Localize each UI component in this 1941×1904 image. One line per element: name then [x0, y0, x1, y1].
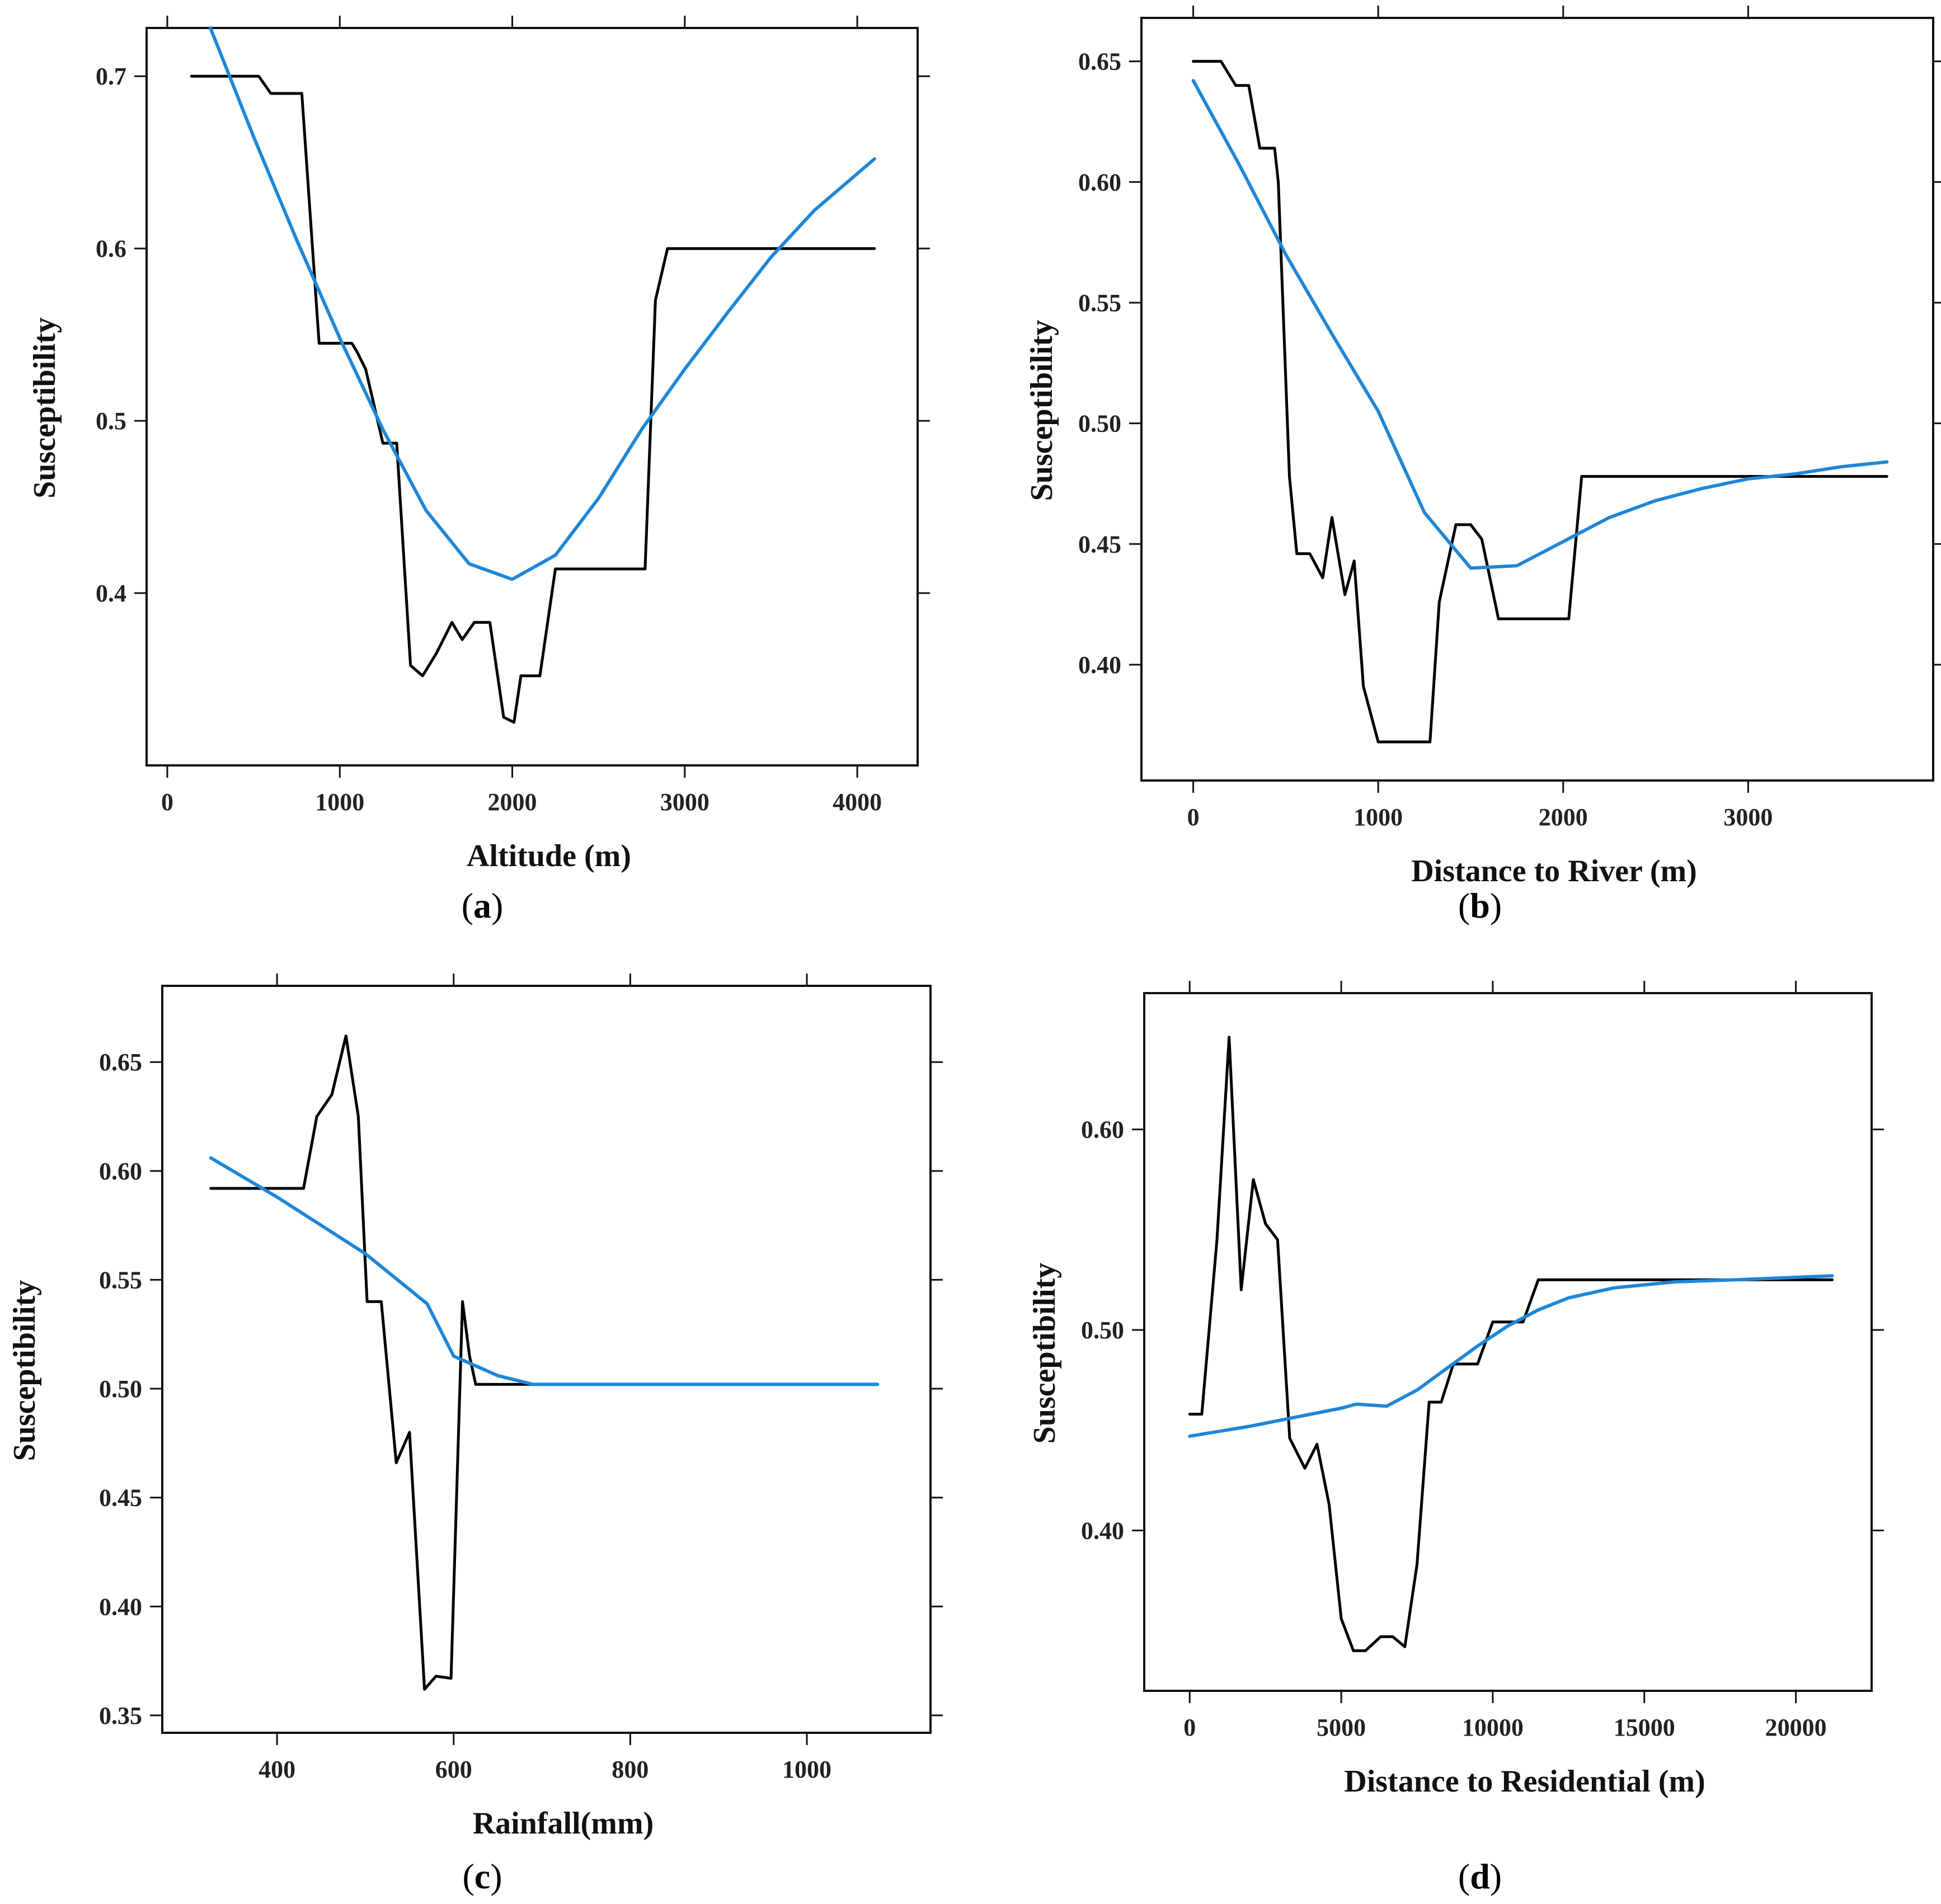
- y-tick-label: 0.60: [1081, 1116, 1124, 1144]
- y-axis-label: Susceptibility: [7, 1280, 42, 1461]
- y-tick-label: 0.4: [96, 580, 126, 607]
- x-tick-label: 1000: [315, 788, 364, 816]
- y-axis-label: Susceptibility: [27, 317, 62, 499]
- y-tick-label: 0.40: [1081, 1517, 1124, 1544]
- x-tick-label: 2000: [1539, 803, 1588, 831]
- y-tick-label: 0.65: [1078, 48, 1121, 76]
- panel-letter: d: [1470, 1856, 1490, 1896]
- x-tick-label: 15000: [1614, 1714, 1675, 1741]
- plot-frame: [1143, 992, 1873, 1692]
- tick-group: 0 5000 10000 15000 20000 0.40 0.50 0.60: [1081, 981, 1884, 1741]
- panel-caption: (c): [462, 1856, 502, 1896]
- y-tick-label: 0.50: [1078, 410, 1121, 438]
- x-tick-label: 1000: [782, 1756, 831, 1783]
- x-tick-label: 3000: [1723, 803, 1773, 831]
- series-line-raw: [190, 74, 876, 724]
- panel-letter: b: [1470, 886, 1490, 925]
- panel-caption: (b): [1458, 886, 1502, 925]
- x-tick-label: 0: [1187, 803, 1200, 831]
- x-axis-label: Altitude (m): [467, 839, 631, 873]
- tick-group: 0 1000 2000 3000 0.40 0.45 0.50 0.55 0.60 0.65: [1078, 6, 1941, 831]
- series-line-smooth: [209, 1156, 880, 1386]
- x-tick-label: 10000: [1462, 1714, 1524, 1741]
- y-tick-label: 0.55: [1078, 289, 1121, 317]
- x-axis-label: Distance to Residential (m): [1344, 1764, 1705, 1799]
- y-tick-label: 0.45: [99, 1484, 142, 1512]
- y-tick-label: 0.60: [1078, 168, 1121, 196]
- panel-letter: a: [473, 886, 491, 925]
- x-tick-label: 600: [435, 1756, 472, 1783]
- x-tick-label: 4000: [833, 788, 882, 816]
- series-line-smooth: [209, 26, 876, 581]
- panel-d: 0 5000 10000 15000 20000 0.40 0.50 0.60 Distanc…: [1027, 981, 1884, 1896]
- y-tick-label: 0.40: [99, 1593, 142, 1620]
- panel-c: 400 600 800 1000 0.35 0.40 0.45 0.50 0.55 0.60 0.6…: [7, 974, 943, 1896]
- series-group: [209, 1035, 880, 1691]
- tick-group: 400 600 800 1000 0.35 0.40 0.45 0.50 0.55 0.60 0.6…: [99, 974, 943, 1783]
- plot-frame: [145, 27, 919, 767]
- x-tick-label: 3000: [660, 788, 709, 816]
- x-tick-label: 0: [1183, 1714, 1196, 1741]
- series-group: [1188, 1036, 1834, 1652]
- y-tick-label: 0.55: [99, 1266, 142, 1294]
- series-line-raw: [1192, 60, 1888, 744]
- series-line-smooth: [1188, 1274, 1834, 1438]
- y-tick-label: 0.6: [96, 235, 126, 262]
- y-tick-label: 0.50: [99, 1375, 142, 1403]
- panel-letter: c: [474, 1856, 490, 1896]
- y-tick-label: 0.40: [1078, 651, 1121, 679]
- x-tick-label: 5000: [1317, 1714, 1366, 1741]
- y-tick-label: 0.65: [99, 1049, 142, 1076]
- y-tick-label: 0.45: [1078, 530, 1121, 558]
- panel-caption: (a): [462, 886, 504, 925]
- plot-frame: [1140, 17, 1934, 782]
- y-tick-label: 0.60: [99, 1158, 142, 1185]
- y-tick-label: 0.35: [99, 1702, 142, 1729]
- series-line-smooth: [1191, 79, 1889, 570]
- x-tick-label: 800: [612, 1756, 648, 1783]
- panel-a: 0 1000 2000 3000 4000 0.4 0.5 0.6 0.7 Altitude (…: [27, 16, 930, 925]
- y-axis-label: Susceptibility: [1024, 320, 1059, 501]
- tick-group: 0 1000 2000 3000 4000 0.4 0.5 0.6 0.7: [96, 16, 930, 816]
- series-group: [1191, 60, 1889, 744]
- x-tick-label: 1000: [1353, 803, 1403, 831]
- y-axis-label: Susceptibility: [1027, 1263, 1062, 1444]
- x-tick-label: 20000: [1765, 1714, 1827, 1741]
- y-tick-label: 0.7: [96, 63, 126, 90]
- panel-caption: (d): [1458, 1856, 1502, 1896]
- panel-b: 0 1000 2000 3000 0.40 0.45 0.50 0.55 0.60 0.65 Di…: [1024, 6, 1941, 925]
- x-axis-label: Distance to River (m): [1411, 854, 1697, 888]
- x-tick-label: 2000: [488, 788, 537, 816]
- series-group: [190, 26, 876, 724]
- plot-frame: [161, 985, 932, 1734]
- x-axis-label: Rainfall(mm): [473, 1806, 654, 1841]
- series-line-raw: [1188, 1036, 1834, 1652]
- y-tick-label: 0.5: [96, 407, 126, 435]
- series-line-raw: [209, 1035, 879, 1691]
- x-tick-label: 400: [259, 1756, 295, 1783]
- y-tick-label: 0.50: [1081, 1317, 1124, 1344]
- x-tick-label: 0: [161, 788, 173, 816]
